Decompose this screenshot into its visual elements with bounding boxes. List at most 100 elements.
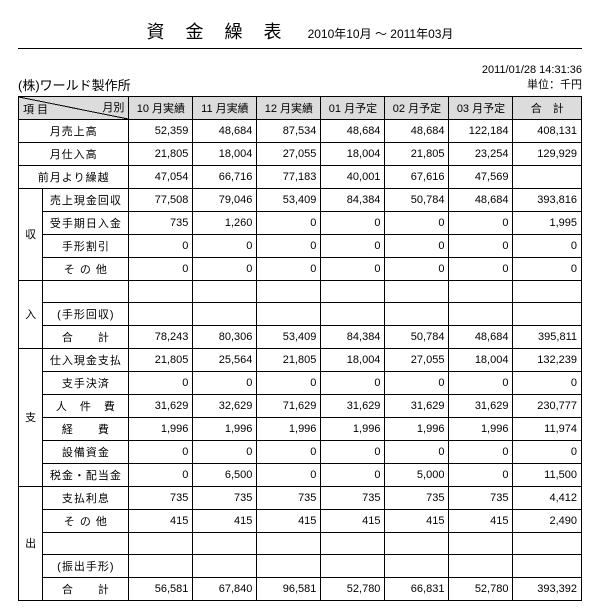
cell: 0: [129, 440, 193, 463]
cell: 1,996: [449, 417, 513, 440]
cell: 32,629: [193, 394, 257, 417]
cell: 0: [321, 371, 385, 394]
cell: 415: [321, 509, 385, 532]
cell: 0: [193, 440, 257, 463]
row-label: [43, 532, 129, 554]
page-title: 資 金 繰 表: [147, 18, 290, 44]
cell: [513, 280, 582, 302]
cell: 0: [513, 371, 582, 394]
group-label: 支: [19, 348, 43, 486]
table-row: 人 件 費 31,62932,62971,62931,62931,62931,6…: [19, 394, 582, 417]
cell: 1,996: [129, 417, 193, 440]
cell: [193, 554, 257, 577]
cell: 0: [513, 440, 582, 463]
cell: [321, 554, 385, 577]
cell: 0: [257, 211, 321, 234]
cell: 84,384: [321, 188, 385, 211]
row-label: 合 計: [43, 325, 129, 348]
unit-label: 単位：千円: [482, 78, 582, 93]
cell: 415: [449, 509, 513, 532]
cell: 0: [513, 257, 582, 280]
cell: 21,805: [129, 348, 193, 371]
row-label: 月仕入高: [19, 142, 129, 165]
cell: 48,684: [193, 119, 257, 142]
cell: 0: [193, 371, 257, 394]
cell: 27,055: [385, 348, 449, 371]
col-item: 項 目 月別: [19, 96, 129, 119]
row-label: 税金・配当金: [43, 463, 129, 486]
cell: [449, 554, 513, 577]
cell: 0: [385, 234, 449, 257]
cell: [513, 165, 582, 188]
cell: 11,974: [513, 417, 582, 440]
cell: 395,811: [513, 325, 582, 348]
cell: 0: [321, 257, 385, 280]
table-row: 手形割引 0000000: [19, 234, 582, 257]
cell: 31,629: [449, 394, 513, 417]
cell: 53,409: [257, 325, 321, 348]
row-label: 人 件 費: [43, 394, 129, 417]
cell: 4,412: [513, 486, 582, 509]
cell: [193, 302, 257, 325]
cell: 1,996: [385, 417, 449, 440]
table-row: (振出手形): [19, 554, 582, 577]
cell: [257, 532, 321, 554]
cell: 11,500: [513, 463, 582, 486]
cell: 52,780: [321, 577, 385, 600]
cell: 0: [193, 234, 257, 257]
cell: 87,534: [257, 119, 321, 142]
cell: 21,805: [385, 142, 449, 165]
cell: 50,784: [385, 188, 449, 211]
row-label: 受手期日入金: [43, 211, 129, 234]
cell: [385, 280, 449, 302]
cell: 1,260: [193, 211, 257, 234]
row-label: 前月より繰越: [19, 165, 129, 188]
cell: 0: [129, 463, 193, 486]
cell: 2,490: [513, 509, 582, 532]
row-label: 仕入現金支払: [43, 348, 129, 371]
cell: 25,564: [193, 348, 257, 371]
table-row: 前月より繰越 47,05466,71677,18340,00167,61647,…: [19, 165, 582, 188]
col-month: 10 月実績: [129, 96, 193, 119]
cell: 79,046: [193, 188, 257, 211]
cell: 1,996: [193, 417, 257, 440]
cell: 67,616: [385, 165, 449, 188]
cell: 5,000: [385, 463, 449, 486]
cell: 0: [449, 257, 513, 280]
cell: 18,004: [321, 348, 385, 371]
cell: [513, 302, 582, 325]
table-row: 受手期日入金 7351,26000001,995: [19, 211, 582, 234]
table-row: そ の 他 0000000: [19, 257, 582, 280]
cell: 132,239: [513, 348, 582, 371]
cell: 735: [321, 486, 385, 509]
table-row: 経 費 1,9961,9961,9961,9961,9961,99611,974: [19, 417, 582, 440]
cell: 0: [321, 211, 385, 234]
row-label: 手形割引: [43, 234, 129, 257]
company-name: (株)ワールド製作所: [18, 75, 131, 94]
cell: 1,996: [321, 417, 385, 440]
table-row: 月仕入高 21,80518,00427,05518,00421,80523,25…: [19, 142, 582, 165]
cell: 0: [513, 234, 582, 257]
group-label: 入: [19, 280, 43, 348]
cell: 48,684: [449, 325, 513, 348]
table-row: 収 売上現金回収 77,50879,04653,40984,38450,7844…: [19, 188, 582, 211]
cell: 0: [385, 257, 449, 280]
cell: 56,581: [129, 577, 193, 600]
cell: 415: [385, 509, 449, 532]
cell: [385, 302, 449, 325]
cell: [513, 554, 582, 577]
row-label: [43, 280, 129, 302]
table-row: 支手決済 0000000: [19, 371, 582, 394]
cell: 23,254: [449, 142, 513, 165]
cell: 48,684: [321, 119, 385, 142]
cell: 0: [129, 257, 193, 280]
cell: 415: [257, 509, 321, 532]
cell: 129,929: [513, 142, 582, 165]
cell: 48,684: [385, 119, 449, 142]
table-row: 月売上高 52,35948,68487,53448,68448,684122,1…: [19, 119, 582, 142]
cell: 71,629: [257, 394, 321, 417]
cell: 0: [257, 234, 321, 257]
cell: 1,995: [513, 211, 582, 234]
cell: [129, 554, 193, 577]
cell: 27,055: [257, 142, 321, 165]
